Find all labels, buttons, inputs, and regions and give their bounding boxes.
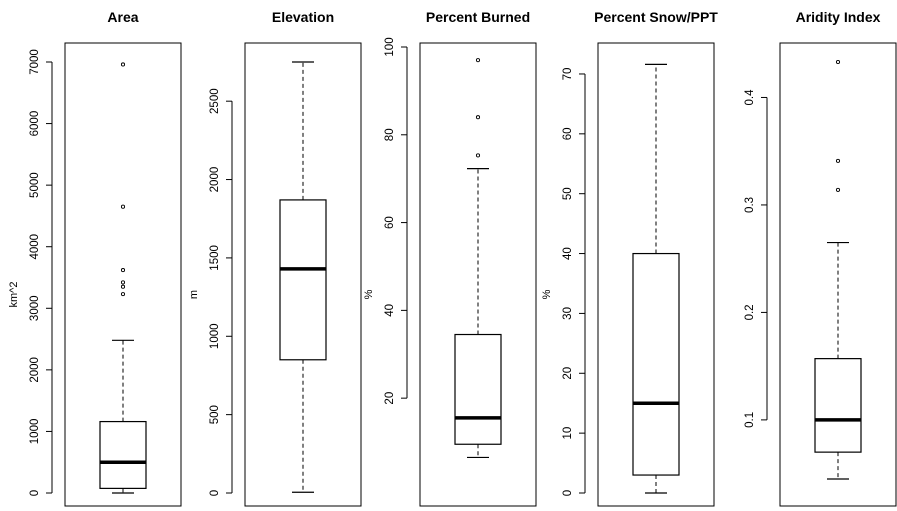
iqr-box [814,358,862,453]
y-tick-label: 5000 [29,172,41,198]
y-tick-label: 20 [384,392,396,405]
y-tick-label: 1000 [29,419,41,445]
y-tick-label: 2000 [29,357,41,383]
y-tick-label: 500 [209,405,221,424]
outlier-point [120,292,126,297]
y-tick-label: 10 [562,427,574,440]
y-tick-label: 40 [562,247,574,260]
y-tick-label: 80 [384,128,396,141]
outlier-point [120,284,126,289]
panel-title: Area [107,9,138,25]
plot-frame [419,42,537,507]
iqr-box [454,333,502,445]
y-tick-label: 0.4 [744,89,756,106]
panel-title: Aridity Index [796,9,881,25]
y-tick-label: 30 [562,307,574,320]
outlier-point [120,280,126,285]
panel-1: Area 0 1000 2000 3000 4000 5000 6000 7000 km^2 [8,9,182,507]
panel-3: Percent Burned 20 40 60 80 100% [363,9,537,507]
y-tick-label: 0 [29,490,41,496]
y-tick-label: 60 [384,216,396,229]
plot-frame [244,42,362,507]
outlier-point [835,187,841,192]
outlier-point [475,153,481,158]
y-tick-label: 3000 [29,295,41,321]
panel-title: Percent Snow/PPT [594,9,718,25]
y-tick-label: 60 [562,127,574,140]
outlier-point [120,62,126,67]
y-tick-label: 50 [562,187,574,200]
y-tick-label: 4000 [29,234,41,260]
outlier-point [475,115,481,120]
y-tick-label: 0.1 [744,412,756,428]
plot-frame [64,42,182,507]
iqr-box [632,252,680,476]
y-tick-label: 70 [562,68,574,81]
panel-5: Aridity Index 0.1 0.2 0.3 0.4 [744,9,897,507]
y-tick-label: 1000 [209,323,221,349]
outlier-point [835,158,841,163]
panel-title: Percent Burned [426,9,530,25]
y-tick-label: 0 [562,490,574,496]
y-axis-label: % [541,289,553,299]
panel-2: Elevation 0 500 1000 1500 2000 2500 m [188,9,362,507]
y-tick-label: 6000 [29,111,41,137]
y-tick-label: 1500 [209,245,221,271]
outlier-point [120,204,126,209]
plot-frame [779,42,897,507]
y-tick-label: 2500 [209,88,221,114]
y-tick-label: 2000 [209,167,221,193]
y-tick-label: 7000 [29,49,41,75]
outlier-point [120,268,126,273]
y-axis-label: km^2 [8,282,20,308]
y-tick-label: 0.3 [744,197,756,213]
iqr-box [99,420,147,489]
outlier-point [835,59,841,65]
panel-4: Percent Snow/PPT 0 10 20 30 40 50 60 70% [541,9,718,507]
panel-title: Elevation [272,9,334,25]
y-tick-label: 0 [209,490,221,496]
y-axis-label: m [188,290,200,299]
boxplot-panels: Area01000200030004000500060007000km^2Ele… [8,9,897,507]
iqr-box [279,199,327,361]
outlier-point [475,58,481,63]
y-tick-label: 40 [384,304,396,317]
y-axis-label: % [363,289,375,299]
y-tick-label: 100 [384,37,396,56]
y-tick-label: 0.2 [744,304,756,320]
plot-frame [597,42,715,507]
y-tick-label: 20 [562,367,574,380]
